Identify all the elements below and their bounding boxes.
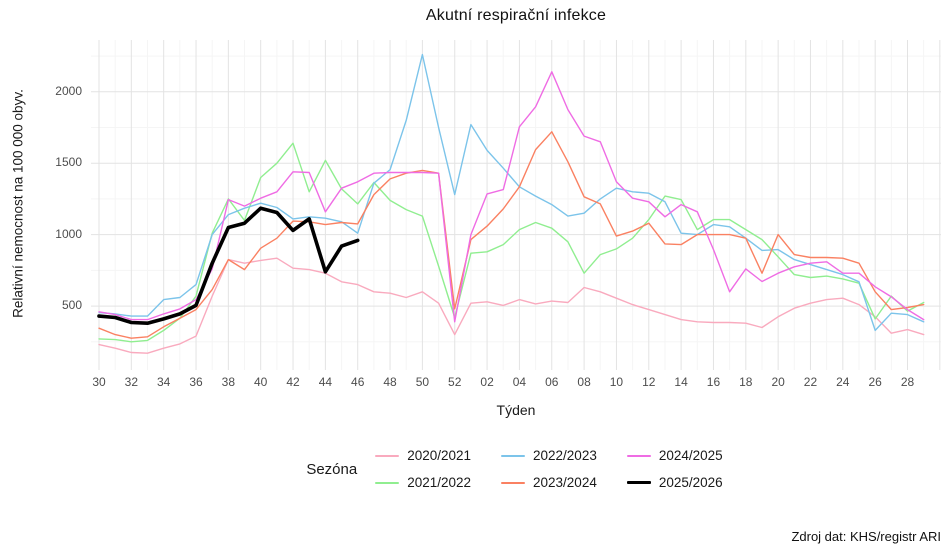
x-tick-label: 02 (480, 375, 494, 389)
legend-item-2023-2024: 2023/2024 (501, 475, 597, 490)
x-tick-label: 14 (674, 375, 688, 389)
x-tick-label: 04 (512, 375, 527, 389)
x-axis-label: Týden (496, 402, 536, 418)
legend-swatch-2022-2023 (501, 454, 526, 457)
x-tick-label: 28 (900, 375, 915, 389)
legend-swatch-2020-2021 (375, 454, 400, 457)
legend-item-label: 2021/2022 (407, 475, 472, 490)
x-tick-label: 18 (739, 375, 753, 389)
legend-item-2022-2023: 2022/2023 (501, 448, 597, 463)
y-tick-label: 1500 (55, 155, 82, 170)
series-line-2022-2023 (98, 53, 925, 332)
x-tick-label: 08 (577, 375, 591, 389)
x-tick-label: 46 (351, 375, 365, 389)
grid-minor (91, 40, 941, 370)
x-tick-label: 22 (803, 375, 818, 389)
x-tick-label: 36 (189, 375, 203, 389)
legend-item-2021-2022: 2021/2022 (375, 475, 471, 490)
legend-item-2025-2026: 2025/2026 (626, 475, 723, 490)
x-tick-label: 12 (642, 375, 656, 389)
grid-major (91, 40, 941, 370)
x-tick-label: 48 (383, 375, 397, 389)
x-tick-label: 06 (545, 375, 559, 389)
legend-item-2020-2021: 2020/2021 (375, 448, 471, 463)
series-line-2021-2022 (98, 142, 925, 343)
x-tick-label: 44 (318, 375, 333, 389)
x-tick-label: 34 (156, 375, 171, 389)
legend-items: 2020/2021 2021/2022 2022/2023 2023/2024 2024… (375, 448, 723, 490)
x-tick-label: 50 (415, 375, 430, 389)
legend-swatch-2023-2024 (501, 481, 526, 484)
series-line-2025-2026 (97, 206, 360, 326)
y-tick-label: 500 (61, 298, 82, 313)
x-tick-label: 24 (836, 375, 850, 389)
x-tick-label: 26 (868, 375, 882, 389)
legend: Sezóna 2020/2021 2021/2022 2022/2023 2023/2… (80, 448, 949, 490)
x-tick-label: 38 (221, 375, 236, 389)
chart-title: Akutní respirační infekce (425, 7, 607, 24)
series-line-2024-2025 (98, 71, 925, 323)
x-tick-label: 20 (771, 375, 785, 389)
legend-item-label: 2022/2023 (533, 448, 597, 463)
y-tick-label: 2000 (55, 83, 82, 98)
x-tick-label: 52 (448, 375, 462, 389)
plot-area (91, 40, 941, 370)
y-tick-label: 1000 (55, 226, 82, 241)
x-tick-label: 40 (254, 375, 268, 389)
x-tick-label: 16 (706, 375, 721, 389)
x-tick-label: 42 (286, 375, 300, 389)
x-tick-label: 32 (124, 375, 138, 389)
legend-item-2024-2025: 2024/2025 (626, 448, 723, 463)
x-tick-label: 10 (609, 375, 624, 389)
legend-swatch-2025-2026 (626, 480, 651, 485)
legend-item-label: 2023/2024 (533, 475, 597, 490)
source-note: Zdroj dat: KHS/registr ARI (791, 529, 941, 544)
series-line-2020-2021 (98, 257, 925, 354)
legend-swatch-2024-2025 (626, 454, 651, 457)
legend-item-label: 2025/2026 (658, 475, 723, 490)
legend-item-label: 2024/2025 (658, 448, 723, 463)
legend-item-label: 2020/2021 (407, 448, 472, 463)
legend-swatch-2021-2022 (375, 481, 400, 484)
series-line-2023-2024 (98, 131, 925, 339)
x-tick-label: 30 (92, 375, 106, 389)
legend-title: Sezóna (306, 460, 358, 478)
